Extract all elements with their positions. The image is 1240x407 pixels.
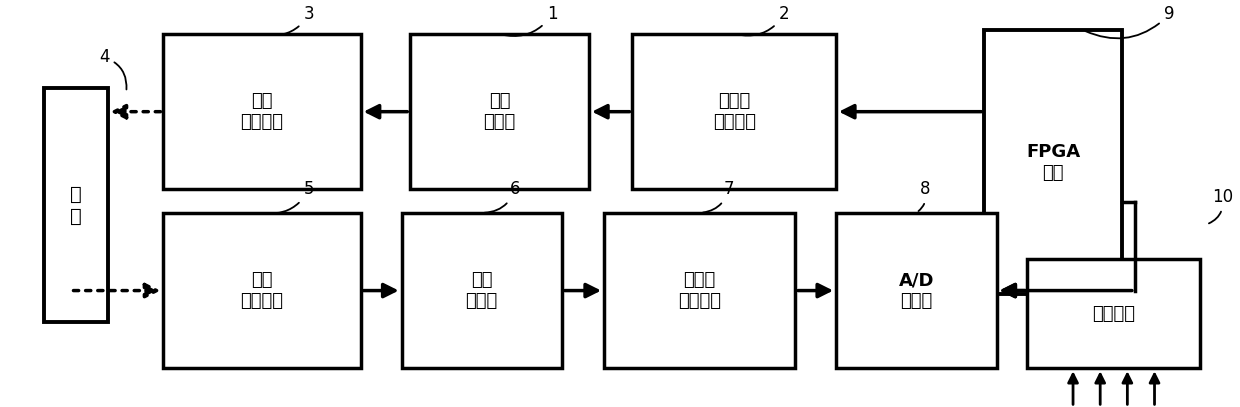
Text: 探测器
放大电路: 探测器 放大电路 [678, 271, 722, 310]
Text: 6: 6 [485, 180, 521, 213]
Text: 7: 7 [703, 180, 734, 212]
Text: A/D
转换器: A/D 转换器 [899, 271, 934, 310]
Text: 光电
探测器: 光电 探测器 [465, 271, 498, 310]
Text: 5: 5 [265, 180, 314, 214]
Text: 电源模块: 电源模块 [1092, 305, 1136, 323]
FancyBboxPatch shape [604, 213, 795, 368]
FancyBboxPatch shape [632, 34, 836, 189]
Text: 3: 3 [264, 5, 314, 35]
FancyBboxPatch shape [836, 213, 997, 368]
FancyBboxPatch shape [164, 34, 361, 189]
Text: 激光器
驱动电路: 激光器 驱动电路 [713, 92, 755, 131]
Text: 发射
光学系统: 发射 光学系统 [241, 92, 284, 131]
Text: 1: 1 [502, 5, 558, 36]
FancyBboxPatch shape [410, 34, 589, 189]
Text: 9: 9 [1085, 5, 1174, 38]
Text: 4: 4 [99, 48, 126, 90]
Text: 10: 10 [1209, 188, 1233, 223]
FancyBboxPatch shape [402, 213, 562, 368]
Text: 发射
激光源: 发射 激光源 [484, 92, 516, 131]
Text: 目
标: 目 标 [69, 184, 82, 225]
FancyBboxPatch shape [1028, 259, 1200, 368]
FancyBboxPatch shape [164, 213, 361, 368]
Text: 2: 2 [738, 5, 790, 35]
Text: 8: 8 [919, 180, 930, 211]
Text: FPGA
模块: FPGA 模块 [1027, 143, 1080, 182]
Text: 接收
光学系统: 接收 光学系统 [241, 271, 284, 310]
FancyBboxPatch shape [985, 30, 1122, 294]
FancyBboxPatch shape [43, 88, 108, 322]
